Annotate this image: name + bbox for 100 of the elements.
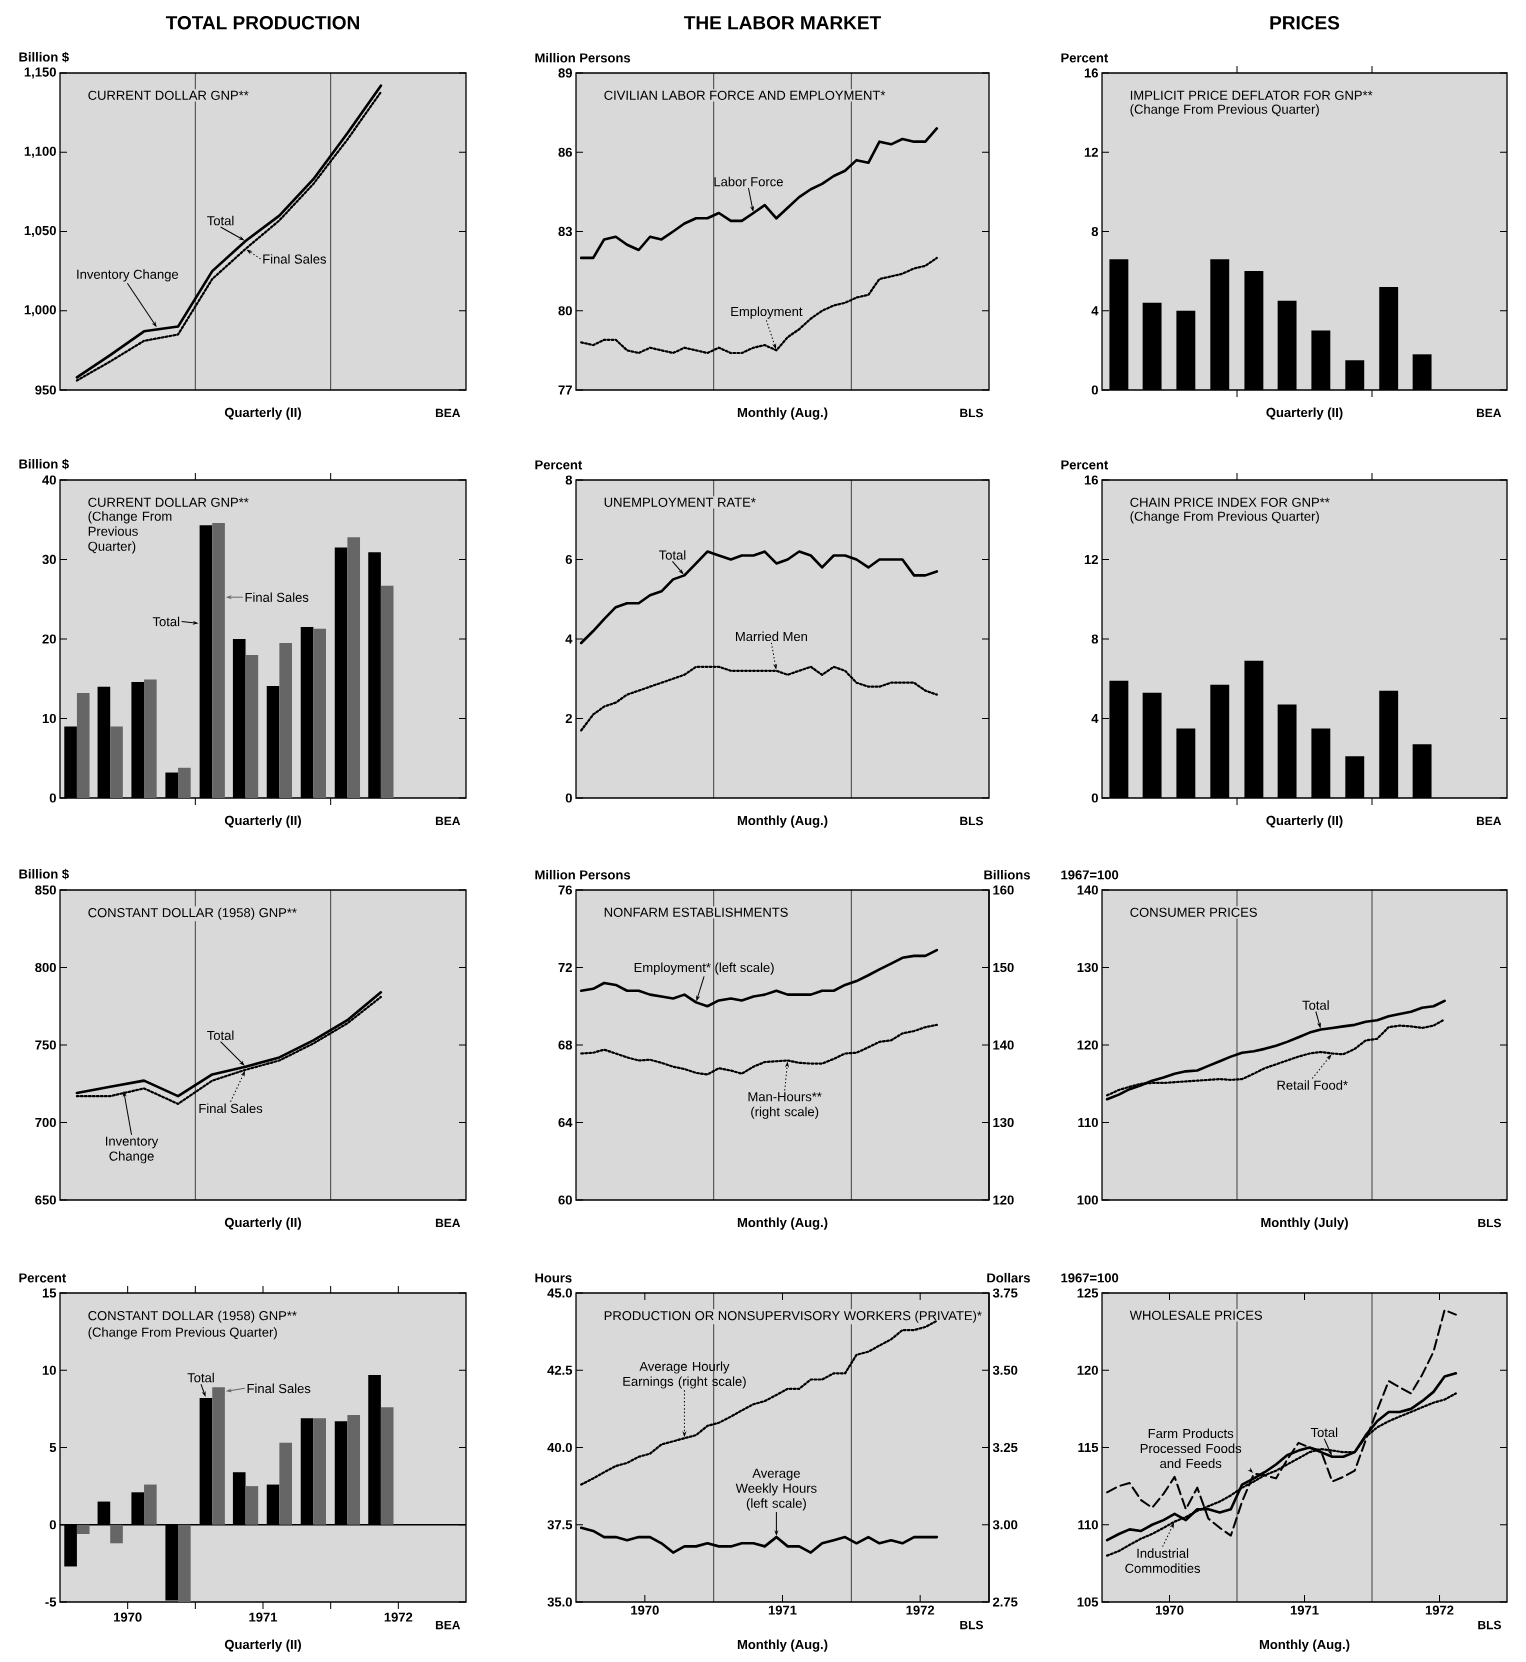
text: BEA: [1476, 408, 1502, 418]
y-tick-label: 40.0: [547, 1442, 572, 1453]
text: NONFARM ESTABLISHMENTS: [604, 907, 788, 917]
y-tick-label: 16: [1084, 68, 1099, 78]
x-tick-label: 1972: [1425, 1605, 1454, 1615]
x-axis-title: Monthly (July): [1261, 1217, 1348, 1230]
y-tick-label: 76: [558, 885, 572, 895]
series-label: Total: [187, 1372, 214, 1383]
y-axis-title: Billion $: [19, 51, 69, 63]
y-tick-label: 6: [565, 554, 572, 565]
legend-label: Final Sales: [263, 254, 327, 264]
bar: [178, 1524, 191, 1602]
y-tick-label: 1,150: [24, 67, 56, 79]
x-axis-title: Quarterly (II): [1266, 407, 1343, 420]
y-tick-label: 0: [49, 793, 56, 803]
x-axis-title: Quarterly (II): [224, 407, 301, 420]
x-axis-title: Quarterly (II): [224, 1217, 301, 1230]
y-tick-label: 4: [1091, 714, 1099, 723]
text: Average Weekly Hours (left scale): [735, 1468, 817, 1511]
y-tick-label: 700: [35, 1117, 56, 1128]
text: BLS: [960, 1620, 983, 1630]
y2-tick-label: 150: [993, 962, 1014, 973]
text: Total: [207, 1030, 234, 1040]
y-axis-title: Percent: [535, 460, 583, 470]
text: (Change From Previous Quarter): [88, 1327, 277, 1340]
y-axis-title: Million Persons: [535, 869, 631, 880]
series-label: Total: [659, 550, 686, 560]
y-tick-label: 86: [558, 147, 572, 157]
y-tick-label: -5: [45, 1597, 57, 1607]
series-label: Farm Products Processed Foods and Feeds: [1140, 1428, 1242, 1469]
y-tick-label: 0: [1091, 793, 1098, 803]
text: (Change From Previous Quarter): [1130, 511, 1319, 524]
series-label: Total: [152, 616, 180, 627]
y-tick-label: 5: [49, 1442, 57, 1453]
y2-tick-label: 2.75: [993, 1597, 1018, 1607]
y-tick-label: 110: [1078, 1117, 1098, 1128]
x-tick-label: 1970: [1155, 1605, 1184, 1615]
y-axis-title: Million Persons: [535, 52, 631, 63]
legend-label: Man-Hours** (right scale): [748, 1092, 822, 1119]
text: BEA: [435, 1218, 461, 1228]
bar: [380, 585, 394, 798]
y-tick-label: 1,100: [24, 146, 56, 158]
x-axis-title: Quarterly (II): [224, 1639, 301, 1652]
y-tick-label: 77: [558, 385, 572, 395]
y-tick-label: 12: [1084, 554, 1098, 565]
y-tick-label: 83: [558, 226, 572, 237]
text: (Change From Previous Quarter): [1130, 104, 1319, 117]
text: IMPLICIT PRICE DEFLATOR FOR GNP**: [1130, 90, 1373, 100]
y-tick-label: 30: [42, 554, 56, 565]
y2-tick-label: 160: [993, 885, 1014, 895]
text: BLS: [1478, 1620, 1502, 1630]
y-axis-title: Percent: [1061, 460, 1109, 470]
y-tick-label: 650: [35, 1195, 56, 1205]
text: THE LABOR MARKET: [684, 15, 881, 30]
x-axis-title: Monthly (Aug.): [737, 1217, 828, 1230]
y-tick-label: 40: [42, 475, 56, 485]
y-tick-label: 950: [35, 385, 56, 395]
x-axis-title: Monthly (Aug.): [737, 815, 828, 828]
series-label: Married Men: [735, 631, 808, 642]
text: BEA: [435, 408, 461, 418]
y-tick-label: 64: [558, 1117, 573, 1128]
text: BEA: [435, 1620, 461, 1630]
y-axis-title: Billion $: [19, 458, 69, 470]
text: PRICES: [1270, 15, 1340, 30]
y-tick-label: 45.0: [547, 1288, 572, 1298]
text: PRODUCTION OR NONSUPERVISORY WORKERS (PRIVATE)*: [604, 1310, 982, 1323]
y-tick-label: 42.5: [547, 1365, 573, 1375]
y-tick-label: 750: [35, 1040, 56, 1050]
x-axis-title: Monthly (Aug.): [737, 407, 828, 420]
x-tick-label: 1972: [384, 1612, 413, 1622]
y2-tick-label: 3.75: [992, 1288, 1018, 1298]
legend-label: Retail Food*: [1277, 1080, 1348, 1090]
series-label: Total: [1302, 1000, 1329, 1010]
x-axis-title: Quarterly (II): [1266, 815, 1343, 828]
legend-label: Final Sales: [199, 1103, 263, 1114]
bar: [347, 1415, 361, 1525]
y2-axis-title: Billions: [984, 869, 1030, 880]
text: BLS: [960, 816, 983, 826]
text: CIVILIAN LABOR FORCE AND EMPLOYMENT*: [604, 90, 886, 100]
bar: [144, 1484, 157, 1525]
y2-tick-label: 130: [993, 1117, 1014, 1128]
bar: [279, 642, 292, 798]
bar: [347, 537, 361, 798]
bar: [76, 693, 90, 798]
series-label: Employment: [731, 306, 803, 319]
text: CONSTANT DOLLAR (1958) GNP**: [88, 907, 297, 920]
y-axis-title: 1967=100: [1061, 1273, 1119, 1283]
x-axis-title: Monthly (Aug.): [737, 1639, 828, 1652]
annotation: Inventory Change: [106, 1136, 159, 1164]
text: WHOLESALE PRICES: [1129, 1310, 1263, 1320]
y-tick-label: 10: [42, 713, 56, 724]
x-tick-label: 1970: [631, 1605, 659, 1615]
y-tick-label: 15: [42, 1288, 57, 1298]
legend-label: Industrial Commodities: [1125, 1548, 1201, 1573]
bar: [110, 1524, 123, 1544]
x-axis-title: Quarterly (II): [224, 815, 301, 828]
text: BLS: [960, 408, 983, 418]
y-tick-label: 80: [558, 306, 572, 316]
y-tick-label: 850: [35, 885, 56, 895]
y-tick-label: 140: [1077, 885, 1098, 895]
